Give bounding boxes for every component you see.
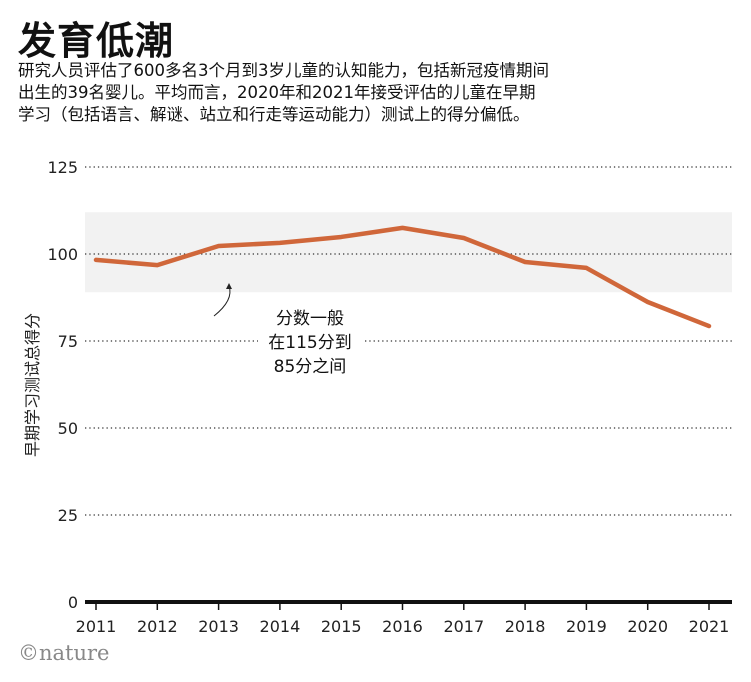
x-tick-label: 2011 xyxy=(76,617,117,636)
annotation-arrowhead xyxy=(226,283,232,289)
x-tick-label: 2016 xyxy=(382,617,423,636)
annotation-line: 85分之间 xyxy=(274,357,347,377)
data-point xyxy=(707,324,711,328)
x-tick-label: 2013 xyxy=(198,617,239,636)
x-tick-label: 2017 xyxy=(443,617,484,636)
data-point xyxy=(217,244,221,248)
data-point xyxy=(646,300,650,304)
x-tick-label: 2012 xyxy=(137,617,178,636)
x-tick-label: 2018 xyxy=(505,617,546,636)
y-axis-label: 早期学习测试总得分 xyxy=(23,313,42,457)
y-tick-label: 100 xyxy=(47,245,78,264)
data-point xyxy=(339,235,343,239)
nature-logo: ©nature xyxy=(18,641,110,665)
data-point xyxy=(584,266,588,270)
annotation-line: 分数一般 xyxy=(276,309,344,329)
data-point xyxy=(462,236,466,240)
x-tick-label: 2014 xyxy=(260,617,301,636)
data-point xyxy=(278,241,282,245)
x-tick-label: 2021 xyxy=(689,617,730,636)
subtitle-line: 出生的39名婴儿。平均而言，2020年和2021年接受评估的儿童在早期 xyxy=(18,83,536,102)
y-tick-label: 50 xyxy=(58,419,78,438)
subtitle-line: 学习（包括语言、解谜、站立和行走等运动能力）测试上的得分偏低。 xyxy=(18,105,530,124)
y-tick-label: 125 xyxy=(47,158,78,177)
x-tick-label: 2019 xyxy=(566,617,607,636)
chart-subtitle: 研究人员评估了600多名3个月到3岁儿童的认知能力，包括新冠疫情期间 出生的39… xyxy=(18,60,618,126)
y-tick-label: 25 xyxy=(58,506,78,525)
typical-range-band xyxy=(85,212,732,293)
annotation-line: 在115分到 xyxy=(268,333,351,353)
chart-title: 发育低潮 xyxy=(18,19,175,63)
x-tick-label: 2020 xyxy=(627,617,668,636)
subtitle-line: 研究人员评估了600多名3个月到3岁儿童的认知能力，包括新冠疫情期间 xyxy=(18,61,549,80)
x-tick-label: 2015 xyxy=(321,617,362,636)
data-point xyxy=(523,260,527,264)
y-tick-label: 0 xyxy=(68,593,78,612)
data-point xyxy=(401,226,404,230)
y-tick-label: 75 xyxy=(58,332,78,351)
data-point xyxy=(155,263,159,267)
data-point xyxy=(94,258,98,262)
